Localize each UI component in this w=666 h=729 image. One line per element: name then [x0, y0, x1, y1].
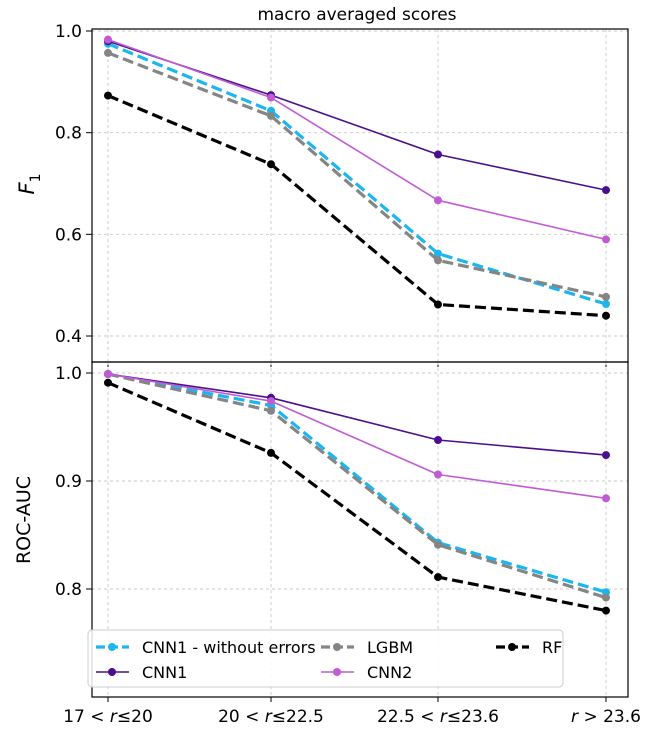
data-point — [434, 249, 442, 258]
f1-ytick-label: 1.0 — [55, 22, 82, 42]
roc-ytick-label: 1.0 — [55, 364, 82, 384]
legend-item: CNN1 - without errors — [96, 638, 316, 657]
f1-panel: 0.4 0.6 0.8 1.0 — [55, 22, 629, 367]
data-point — [267, 406, 275, 415]
legend-item: CNN2 — [321, 663, 412, 682]
x-tick-label: 17 < r≤20 — [63, 707, 153, 727]
series-line — [107, 372, 607, 594]
f1-ytick-label: 0.4 — [55, 327, 82, 347]
roc-series-rf — [104, 378, 610, 615]
series-line — [107, 373, 607, 456]
x-tick-label: 22.5 < r≤23.6 — [377, 707, 499, 727]
data-point — [104, 370, 112, 379]
series-line — [107, 381, 607, 613]
legend-box — [87, 629, 564, 688]
roc-ytick-label: 0.9 — [55, 472, 82, 492]
data-point — [602, 292, 610, 301]
data-point — [104, 378, 112, 387]
legend-label: LGBM — [367, 638, 413, 657]
data-point — [434, 573, 442, 582]
f1-series-cnn1 — [104, 37, 610, 195]
series-line — [107, 94, 607, 318]
data-point — [434, 300, 442, 309]
roc-auc-panel: 0.8 0.9 1.0 — [55, 361, 629, 702]
legend-item: CNN1 — [96, 663, 187, 682]
series-line — [107, 372, 607, 600]
legend-label: CNN1 - without errors — [142, 638, 316, 657]
legend-marker — [333, 668, 341, 676]
data-point — [434, 196, 442, 205]
legend-marker — [108, 668, 116, 676]
f1-ytick-label: 0.6 — [55, 225, 82, 245]
roc-series-cnn1 — [104, 370, 610, 460]
x-tick-label: 20 < r≤22.5 — [218, 707, 324, 727]
roc-series-lgbm — [104, 370, 610, 602]
data-point — [267, 93, 275, 102]
data-point — [267, 397, 275, 406]
legend-label: CNN2 — [367, 663, 412, 682]
f1-ytick-label: 0.8 — [55, 124, 82, 144]
roc-axes-frame — [91, 361, 629, 698]
legend-marker — [333, 643, 341, 651]
roc-ytick-label: 0.8 — [55, 580, 82, 600]
legend-label: RF — [542, 638, 562, 657]
series-line — [107, 40, 607, 191]
data-point — [602, 300, 610, 308]
data-point — [602, 494, 610, 503]
data-point — [267, 160, 275, 169]
data-point — [434, 540, 442, 549]
data-point — [104, 91, 112, 100]
f1-series-cnn2 — [104, 35, 610, 244]
data-point — [434, 470, 442, 479]
series-line — [107, 38, 607, 241]
data-point — [434, 150, 442, 159]
f1-axis-label-main: F — [15, 182, 39, 195]
data-point — [602, 235, 610, 244]
data-point — [434, 436, 442, 444]
legend-marker — [508, 643, 516, 651]
data-point — [267, 448, 275, 457]
legend-label: CNN1 — [142, 663, 187, 682]
series-line — [107, 373, 607, 500]
f1-axis-label-sub: 1 — [28, 173, 44, 182]
legend: CNN1 - without errors LGBM RF CNN1 CNN2 — [87, 629, 564, 688]
legend-marker — [108, 643, 116, 651]
chart-title: macro averaged scores — [257, 5, 456, 25]
f1-series-rf — [104, 91, 610, 320]
series-line — [107, 51, 607, 299]
x-tick-labels: 17 < r≤20 20 < r≤22.5 22.5 < r≤23.6 r > 23.… — [63, 707, 641, 727]
data-point — [602, 606, 610, 615]
data-point — [104, 35, 112, 44]
data-point — [104, 48, 112, 57]
f1-axis-label: F1 — [15, 173, 44, 194]
legend-item: RF — [496, 638, 562, 657]
data-point — [267, 111, 275, 120]
data-point — [602, 186, 610, 195]
legend-item: LGBM — [321, 638, 413, 657]
data-point — [602, 593, 610, 602]
f1-series-cnn1-without-errors — [104, 39, 610, 308]
data-point — [602, 451, 610, 460]
roc-series-cnn1-without-errors — [104, 370, 610, 597]
roc-series-cnn2 — [104, 370, 610, 503]
roc-auc-axis-label: ROC-AUC — [13, 476, 35, 564]
data-point — [602, 311, 610, 320]
data-point — [434, 256, 442, 265]
f1-series-lgbm — [104, 48, 610, 301]
x-tick-label: r > 23.6 — [571, 707, 641, 727]
